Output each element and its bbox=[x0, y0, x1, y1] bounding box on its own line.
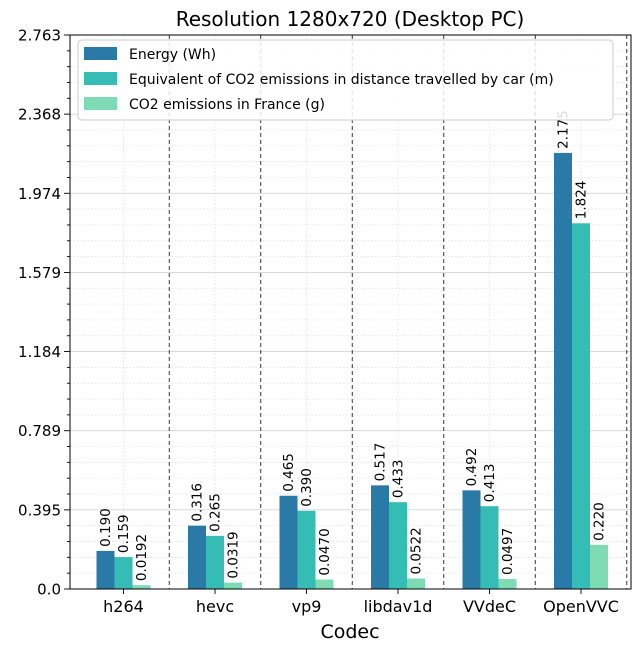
x-axis-label: Codec bbox=[320, 621, 379, 643]
bar-VVdeC-series-0 bbox=[462, 490, 481, 589]
legend-swatch-car-distance bbox=[84, 72, 117, 85]
x-tick-label-OpenVVC: OpenVVC bbox=[543, 597, 619, 616]
y-tick-label: 2.368 bbox=[18, 106, 61, 124]
value-label-OpenVVC-series-1: 1.824 bbox=[574, 181, 590, 220]
bars-layer bbox=[96, 152, 608, 589]
grid-layer bbox=[70, 34, 631, 590]
legend: Energy (Wh) Equivalent of CO2 emissions … bbox=[77, 39, 614, 121]
bar-vp9-series-1 bbox=[297, 510, 316, 589]
value-label-h264-series-0: 0.190 bbox=[98, 508, 114, 547]
bar-vp9-series-2 bbox=[315, 579, 334, 589]
value-label-h264-series-1: 0.159 bbox=[116, 514, 132, 553]
value-label-VVdeC-series-2: 0.0497 bbox=[500, 528, 516, 575]
y-tick-label: 1.184 bbox=[18, 343, 61, 361]
y-tick-label: 0.395 bbox=[18, 501, 61, 519]
value-label-hevc-series-1: 0.265 bbox=[208, 493, 224, 532]
bar-hevc-series-2 bbox=[224, 582, 242, 589]
bar-libdav1d-series-0 bbox=[371, 485, 389, 589]
value-label-hevc-series-2: 0.0319 bbox=[226, 531, 242, 578]
legend-label-car-distance: Equivalent of CO2 emissions in distance … bbox=[129, 72, 554, 88]
bar-h264-series-0 bbox=[96, 550, 115, 589]
plot-area-frame bbox=[69, 34, 632, 590]
x-tick-label-h264: h264 bbox=[103, 597, 144, 616]
value-label-VVdeC-series-0: 0.492 bbox=[464, 448, 480, 487]
y-tick-label: 0.0 bbox=[37, 581, 61, 599]
bar-h264-series-2 bbox=[132, 585, 151, 589]
x-tick-label-libdav1d: libdav1d bbox=[364, 597, 433, 616]
x-tick-label-vp9: vp9 bbox=[292, 597, 322, 616]
y-tick-label: 0.789 bbox=[18, 422, 61, 440]
bar-h264-series-1 bbox=[114, 557, 133, 589]
value-label-hevc-series-0: 0.316 bbox=[190, 483, 206, 522]
value-label-libdav1d-series-2: 0.0522 bbox=[409, 527, 425, 574]
axes-layer: 0.0 0.395 0.789 1.184 1.579 1.974 2.368 2.763 h2… bbox=[18, 27, 619, 617]
bar-hevc-series-0 bbox=[188, 525, 206, 589]
y-tick-label: 2.763 bbox=[18, 27, 61, 45]
value-label-vp9-series-2: 0.0470 bbox=[317, 528, 333, 575]
value-label-libdav1d-series-0: 0.517 bbox=[373, 443, 389, 482]
bar-VVdeC-series-2 bbox=[498, 579, 517, 589]
legend-swatch-energy bbox=[84, 47, 117, 60]
value-label-h264-series-2: 0.0192 bbox=[134, 534, 150, 581]
legend-label-energy: Energy (Wh) bbox=[129, 47, 216, 63]
value-label-vp9-series-1: 0.390 bbox=[299, 468, 315, 507]
bar-libdav1d-series-2 bbox=[407, 578, 425, 589]
value-label-VVdeC-series-1: 0.413 bbox=[482, 464, 498, 503]
bar-hevc-series-1 bbox=[206, 535, 224, 589]
legend-label-co2-france: CO2 emissions in France (g) bbox=[129, 97, 325, 113]
x-tick-label-VVdeC: VVdeC bbox=[463, 597, 516, 616]
legend-swatch-co2-france bbox=[84, 97, 117, 110]
x-tick-label-hevc: hevc bbox=[196, 597, 234, 616]
y-tick-label: 1.974 bbox=[18, 185, 61, 203]
legend-box bbox=[77, 39, 614, 121]
value-label-vp9-series-0: 0.465 bbox=[281, 453, 297, 492]
value-label-libdav1d-series-1: 0.433 bbox=[391, 460, 407, 499]
chart-title: Resolution 1280x720 (Desktop PC) bbox=[176, 7, 525, 31]
y-tick-label: 1.579 bbox=[18, 264, 61, 282]
bar-OpenVVC-series-2 bbox=[590, 544, 608, 589]
bar-libdav1d-series-1 bbox=[389, 502, 407, 589]
bar-OpenVVC-series-0 bbox=[554, 152, 572, 589]
value-label-OpenVVC-series-2: 0.220 bbox=[592, 502, 608, 541]
bar-OpenVVC-series-1 bbox=[572, 223, 590, 589]
bar-VVdeC-series-1 bbox=[480, 506, 499, 589]
bar-vp9-series-0 bbox=[279, 495, 298, 589]
